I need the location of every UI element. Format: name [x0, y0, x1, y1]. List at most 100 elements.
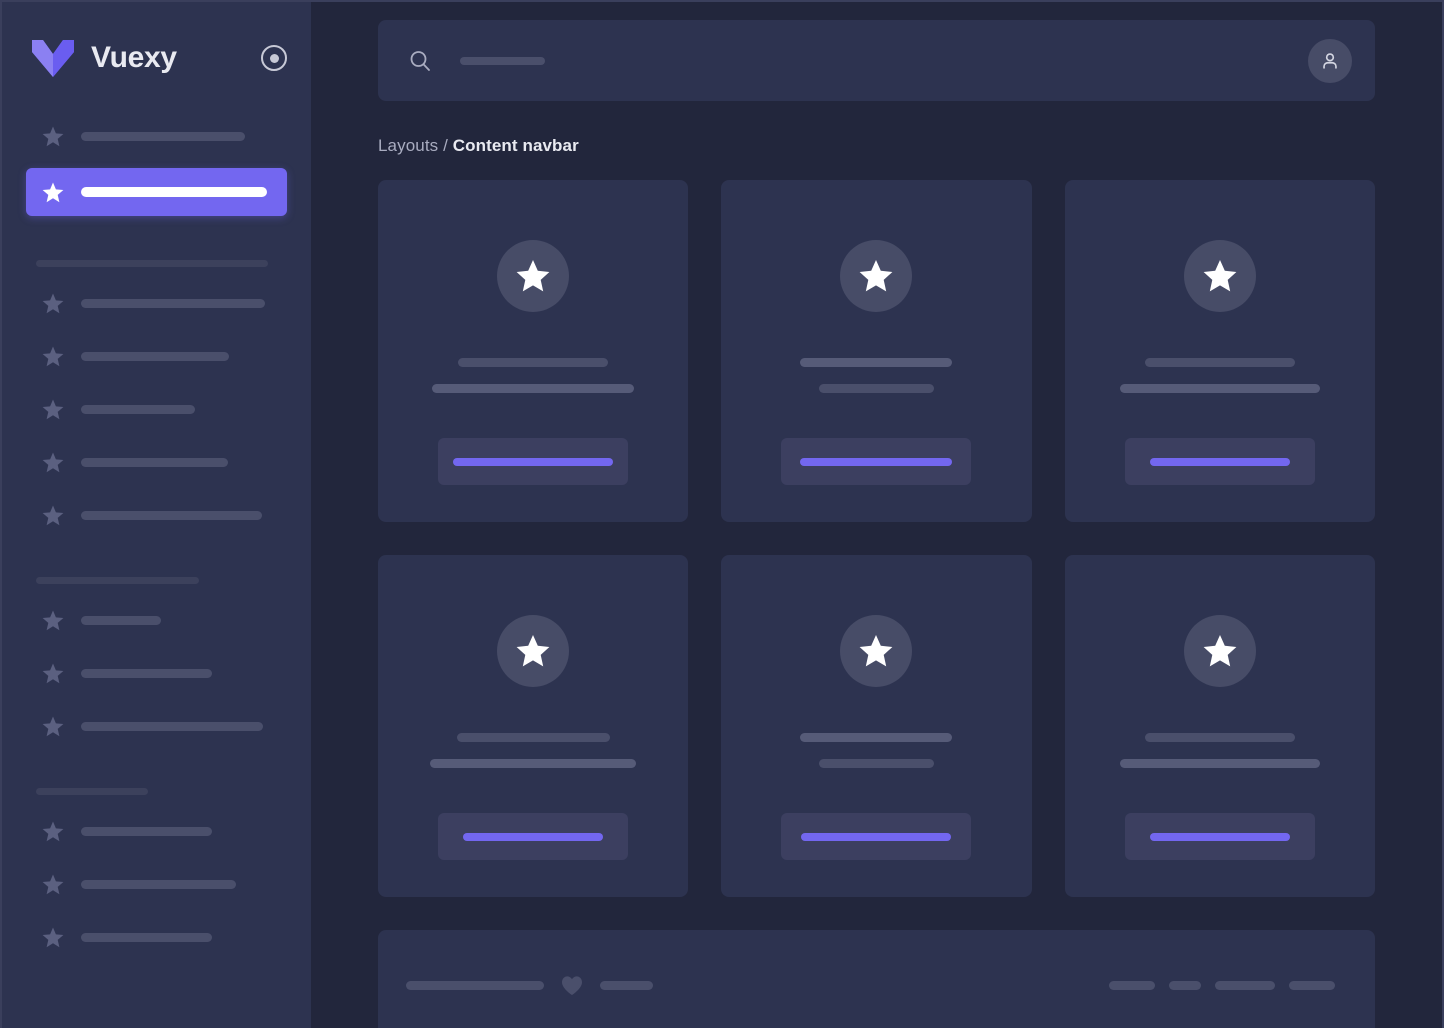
- card-line-2: [818, 384, 934, 393]
- brand-header: Vuexy: [2, 2, 311, 114]
- sidebar-item-label-bar: [81, 131, 245, 141]
- card-avatar: [840, 615, 913, 687]
- card-text-lines: [378, 358, 688, 393]
- sidebar-item-9[interactable]: [26, 655, 287, 691]
- card-line-2: [1119, 384, 1320, 393]
- footer-link-bar-4[interactable]: [1289, 980, 1335, 990]
- heart-icon[interactable]: [561, 975, 583, 996]
- sidebar-item-8[interactable]: [26, 602, 287, 638]
- card-line-2: [1119, 759, 1320, 768]
- content-navbar: [378, 20, 1375, 101]
- footer-link-bar-3[interactable]: [1215, 980, 1275, 990]
- footer-link-bar-1[interactable]: [1109, 980, 1155, 990]
- sidebar-item-2-active[interactable]: [26, 168, 287, 216]
- card-line-1: [1144, 733, 1295, 742]
- sidebar-item-label-bar: [81, 721, 263, 731]
- star-icon: [42, 126, 64, 147]
- vuexy-chevron-logo-icon: [32, 38, 74, 78]
- content-card-3[interactable]: [1064, 180, 1375, 522]
- card-avatar: [497, 240, 570, 312]
- search-input[interactable]: [460, 56, 545, 65]
- card-grid: [378, 180, 1375, 897]
- sidebar-item-12[interactable]: [26, 866, 287, 902]
- content-card-4[interactable]: [378, 555, 689, 897]
- sidebar-item-10[interactable]: [26, 708, 287, 744]
- content-card-2[interactable]: [721, 180, 1032, 522]
- star-icon: [42, 452, 64, 473]
- sidebar-nav: [2, 118, 311, 955]
- sidebar-item-13[interactable]: [26, 919, 287, 955]
- card-line-2: [818, 759, 934, 768]
- card-line-1: [800, 733, 953, 742]
- breadcrumb-separator: /: [438, 136, 453, 155]
- user-avatar-icon[interactable]: [1308, 38, 1352, 83]
- search-icon[interactable]: [408, 49, 432, 73]
- breadcrumb-current: Content navbar: [452, 136, 579, 155]
- footer-bar-after-heart: [600, 980, 653, 990]
- card-action-button[interactable]: [438, 813, 629, 860]
- sidebar-item-label-bar: [81, 932, 212, 942]
- sidebar-item-label-bar: [81, 510, 262, 520]
- sidebar-item-11[interactable]: [26, 813, 287, 849]
- sidebar-item-4[interactable]: [26, 338, 287, 374]
- card-line-2: [430, 759, 637, 768]
- sidebar-item-7[interactable]: [26, 497, 287, 533]
- card-line-1: [1144, 358, 1295, 367]
- star-icon: [42, 505, 64, 526]
- card-text-lines: [378, 733, 688, 768]
- card-action-button[interactable]: [781, 438, 972, 485]
- sidebar-item-3[interactable]: [26, 285, 287, 321]
- star-icon: [1203, 635, 1237, 667]
- sidebar-item-5[interactable]: [26, 391, 287, 427]
- footer-left-group: [406, 975, 653, 996]
- brand-name: Vuexy: [91, 41, 177, 74]
- card-line-1: [800, 358, 953, 367]
- star-icon: [516, 260, 550, 292]
- star-icon: [42, 663, 64, 684]
- radio-circle-icon[interactable]: [261, 45, 287, 71]
- card-action-button[interactable]: [1124, 813, 1315, 860]
- card-avatar: [1183, 615, 1256, 687]
- sidebar-item-label-bar: [81, 668, 212, 678]
- sidebar-group-divider: [36, 577, 199, 584]
- sidebar: Vuexy: [2, 2, 311, 1028]
- card-action-button[interactable]: [1124, 438, 1315, 485]
- footer-bar-left: [406, 980, 544, 990]
- card-line-1: [456, 733, 610, 742]
- sidebar-item-label-bar: [81, 457, 228, 467]
- card-avatar: [840, 240, 913, 312]
- star-icon: [1203, 260, 1237, 292]
- sidebar-item-1[interactable]: [26, 118, 287, 154]
- star-icon: [42, 182, 64, 203]
- card-action-button[interactable]: [438, 438, 629, 485]
- sidebar-item-label-bar: [81, 879, 236, 889]
- sidebar-item-label-bar: [81, 351, 229, 361]
- star-icon: [42, 927, 64, 948]
- sidebar-group-1: [2, 285, 311, 533]
- breadcrumb: Layouts / Content navbar: [378, 136, 1442, 156]
- star-icon: [42, 346, 64, 367]
- card-text-lines: [1065, 733, 1375, 768]
- footer-link-bar-2[interactable]: [1169, 980, 1201, 990]
- star-icon: [42, 874, 64, 895]
- sidebar-item-label-bar: [81, 615, 161, 625]
- star-icon: [42, 821, 64, 842]
- breadcrumb-parent[interactable]: Layouts: [378, 136, 439, 155]
- star-icon: [860, 260, 893, 292]
- sidebar-item-6[interactable]: [26, 444, 287, 480]
- star-icon: [42, 293, 64, 314]
- card-line-1: [458, 358, 609, 367]
- content-card-5[interactable]: [721, 555, 1032, 897]
- card-avatar: [1183, 240, 1256, 312]
- card-action-button[interactable]: [781, 813, 972, 860]
- content-card-6[interactable]: [1064, 555, 1375, 897]
- sidebar-group-3: [2, 813, 311, 955]
- card-text-lines: [1065, 358, 1375, 393]
- sidebar-group-divider: [36, 788, 148, 795]
- footer-right-group: [1109, 980, 1335, 990]
- sidebar-item-label-bar: [81, 298, 265, 308]
- content-card-1[interactable]: [378, 180, 689, 522]
- card-text-lines: [721, 733, 1031, 768]
- star-icon: [42, 610, 64, 631]
